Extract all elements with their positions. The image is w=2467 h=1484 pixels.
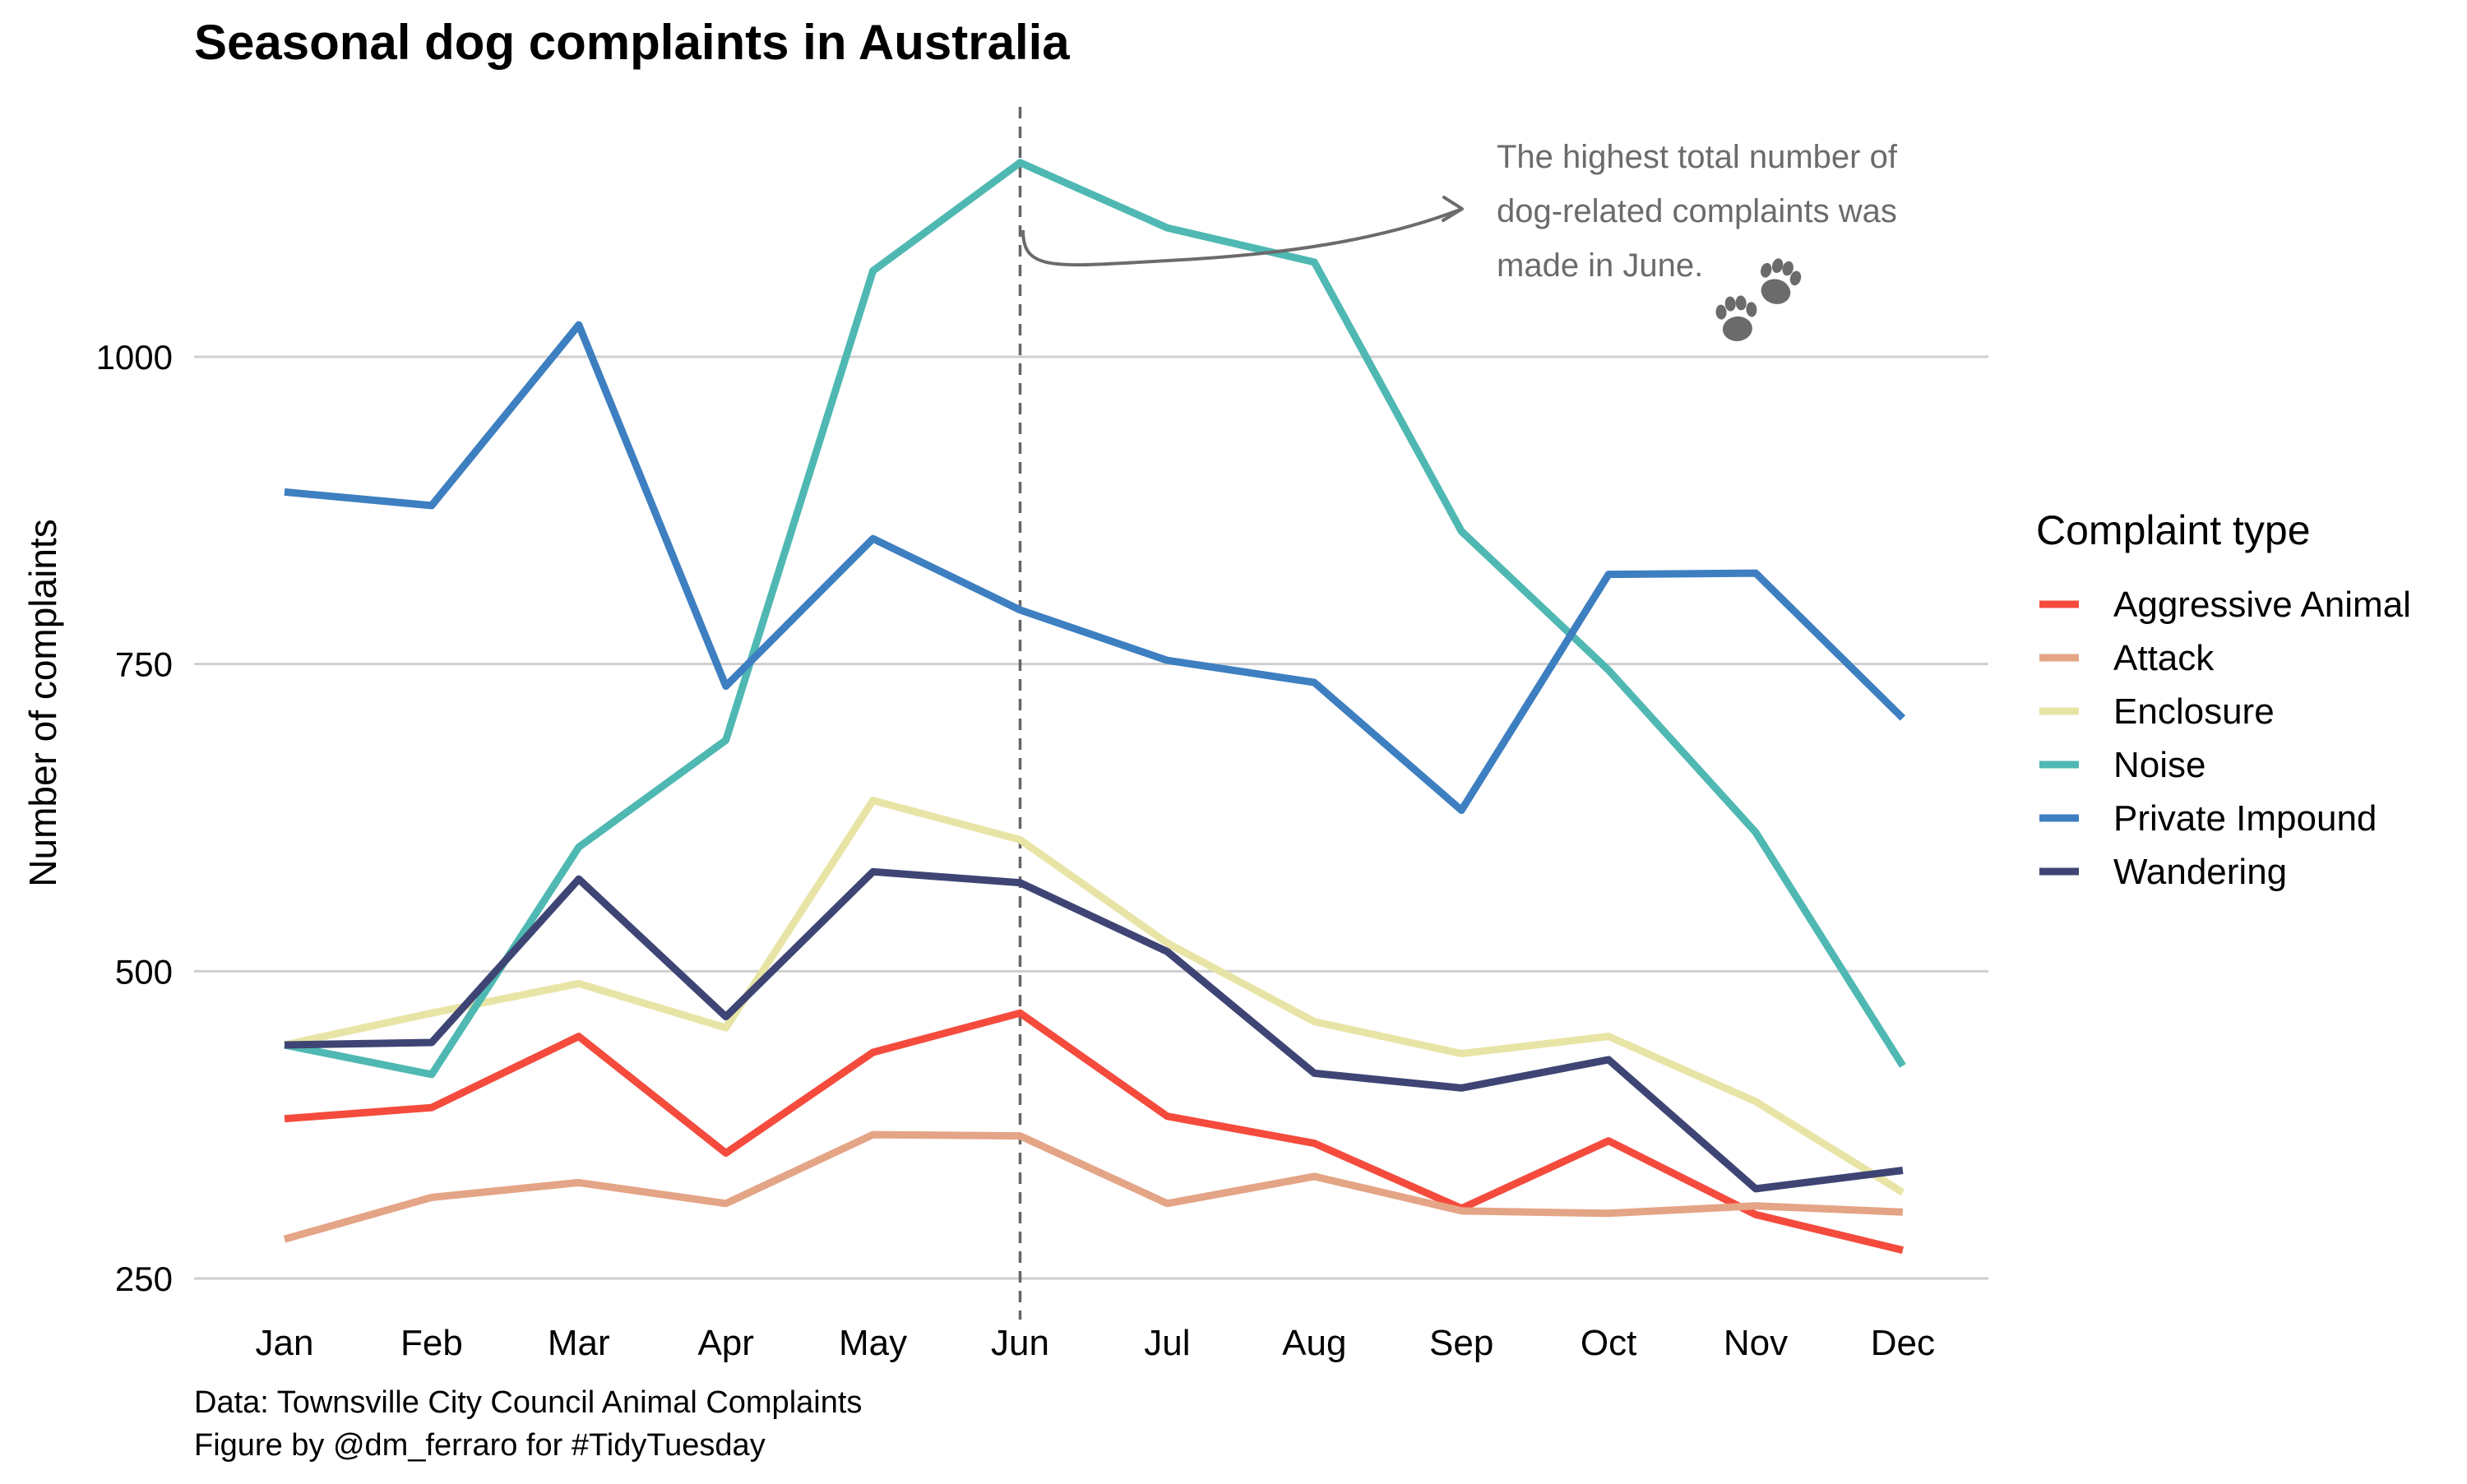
x-tick-label: Jun bbox=[991, 1323, 1049, 1363]
series-line-noise bbox=[284, 159, 1906, 1079]
x-tick-label: May bbox=[839, 1323, 907, 1363]
legend-label: Aggressive Animal bbox=[2113, 585, 2411, 625]
paw-print-icon bbox=[1715, 258, 1802, 341]
legend-label: Wandering bbox=[2113, 852, 2287, 892]
series-line-wandering bbox=[284, 867, 1904, 1193]
series-line-aggressive-animal bbox=[284, 1009, 1904, 1254]
series-line-private-impound bbox=[284, 321, 1906, 814]
annotation-arrow bbox=[1021, 207, 1463, 267]
x-tick-label: Feb bbox=[400, 1323, 463, 1363]
y-axis-ticks: 250 500 750 1000 bbox=[96, 338, 173, 1298]
legend-label: Noise bbox=[2113, 745, 2206, 785]
legend-label: Enclosure bbox=[2113, 691, 2275, 732]
annotation-line-2: dog-related complaints was bbox=[1497, 193, 1897, 229]
annotation-line-3: made in June. bbox=[1497, 247, 1703, 284]
x-tick-label: Aug bbox=[1282, 1323, 1346, 1363]
legend-label: Private Impound bbox=[2113, 798, 2377, 839]
x-tick-label: Apr bbox=[697, 1323, 753, 1363]
annotation-line-1: The highest total number of bbox=[1497, 139, 1898, 175]
series-line-attack bbox=[283, 1130, 1904, 1243]
legend: Complaint type Aggressive Animal Attack En… bbox=[2036, 507, 2411, 892]
x-tick-label: Jul bbox=[1144, 1323, 1190, 1363]
arrow-head-icon bbox=[1442, 196, 1464, 222]
annotation: The highest total number of dog-related … bbox=[1021, 139, 1898, 341]
y-tick-label: 1000 bbox=[96, 338, 173, 377]
y-axis-label: Number of complaints bbox=[21, 519, 64, 886]
y-tick-label: 500 bbox=[115, 952, 173, 991]
y-tick-label: 750 bbox=[115, 645, 173, 684]
caption-line-2: Figure by @dm_ferraro for #TidyTuesday bbox=[194, 1428, 766, 1463]
x-axis-ticks: Jan Feb Mar Apr May Jun Jul Aug Sep Oct Nov Dec bbox=[256, 1323, 1936, 1363]
caption-line-1: Data: Townsville City Council Animal Com… bbox=[194, 1385, 862, 1420]
x-tick-label: Jan bbox=[256, 1323, 314, 1363]
legend-label: Attack bbox=[2113, 638, 2215, 678]
x-tick-label: Nov bbox=[1724, 1323, 1788, 1363]
x-tick-label: Mar bbox=[548, 1323, 610, 1363]
x-tick-label: Dec bbox=[1871, 1323, 1935, 1363]
x-tick-label: Sep bbox=[1429, 1323, 1493, 1363]
series-line-enclosure bbox=[284, 797, 1905, 1196]
chart-title: Seasonal dog complaints in Australia bbox=[194, 15, 1070, 70]
series-lines bbox=[283, 159, 1906, 1254]
y-tick-label: 250 bbox=[115, 1260, 173, 1298]
gridlines bbox=[194, 355, 1988, 1280]
x-tick-label: Oct bbox=[1581, 1323, 1636, 1363]
legend-title: Complaint type bbox=[2036, 507, 2311, 553]
